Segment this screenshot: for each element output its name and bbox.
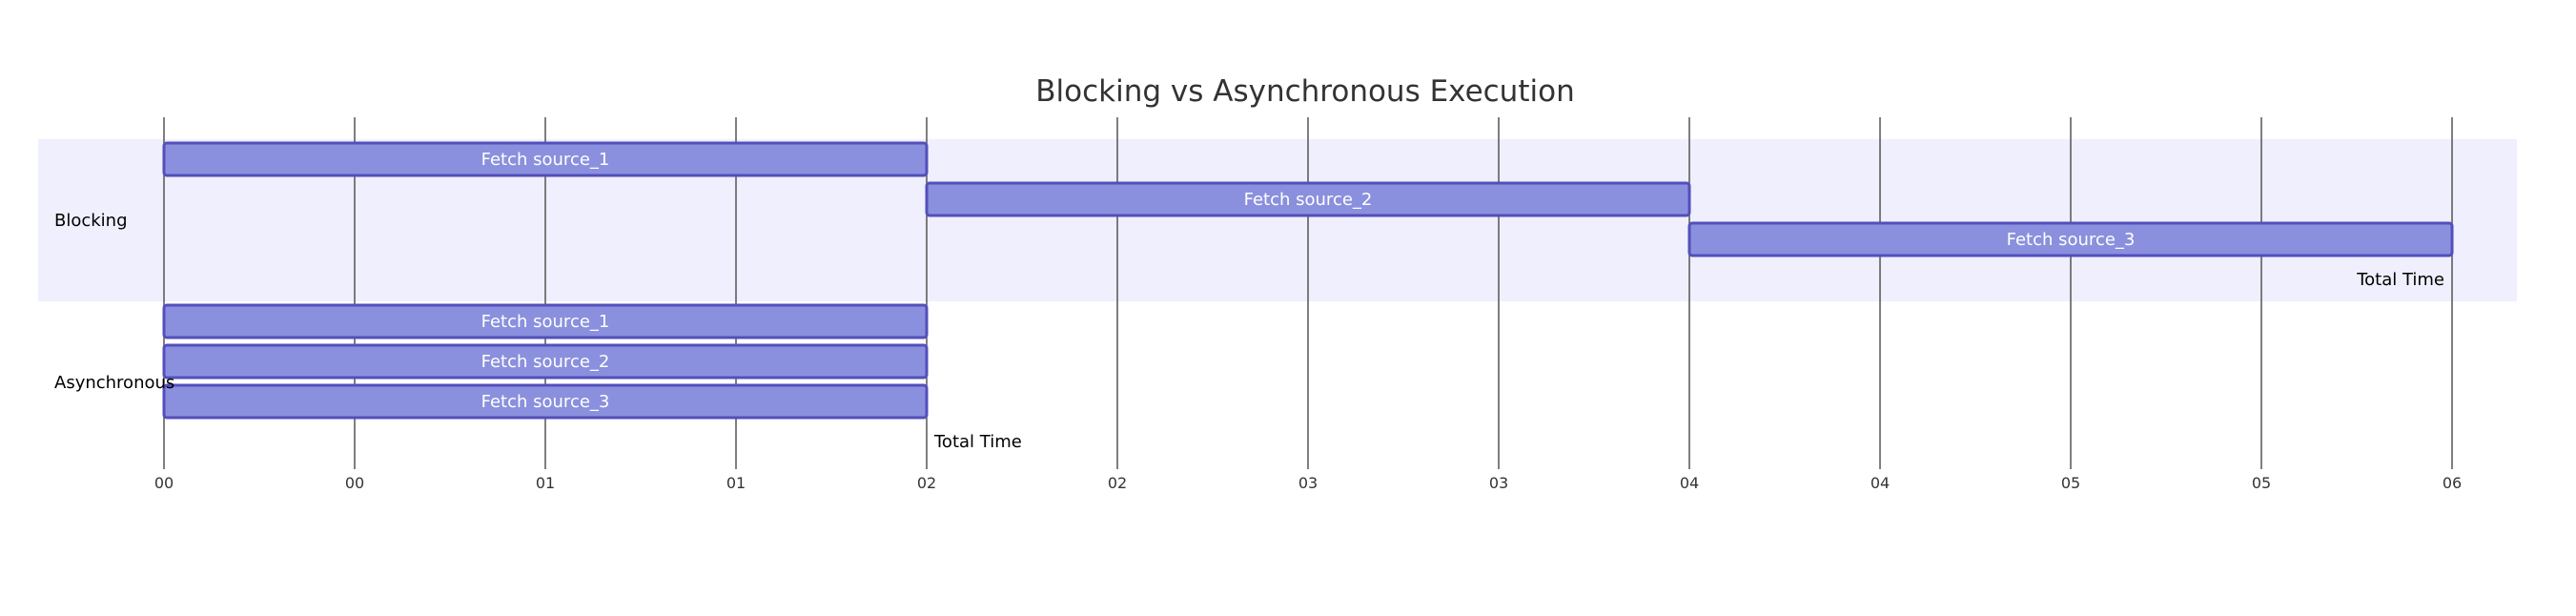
x-tick-label: 05 [2061, 474, 2080, 492]
task-label: Fetch source_3 [481, 392, 610, 412]
grid-lines [163, 117, 2453, 469]
x-tick-label: 06 [2443, 474, 2462, 492]
x-tick-label: 04 [1871, 474, 1890, 492]
x-tick-label: 05 [2252, 474, 2271, 492]
task-label: Fetch source_2 [1244, 190, 1373, 210]
x-tick-label: 03 [1489, 474, 1508, 492]
task-label: Fetch source_2 [481, 352, 610, 372]
x-tick-label: 03 [1298, 474, 1318, 492]
x-tick-label: 04 [1680, 474, 1699, 492]
task-label: Fetch source_1 [481, 312, 610, 332]
x-tick-label: 00 [154, 474, 174, 492]
task-bars: Fetch source_1 Fetch source_2 Fetch source… [162, 141, 2454, 452]
task-bar [925, 181, 1691, 217]
section-labels: Blocking Asynchronous [54, 211, 174, 393]
task-label: Fetch source_1 [481, 150, 610, 170]
task-bar [162, 383, 929, 420]
x-tick-label: 02 [917, 474, 936, 492]
x-tick-label: 01 [726, 474, 746, 492]
x-tick-label: 02 [1108, 474, 1127, 492]
task-label: Fetch source_3 [2007, 230, 2136, 250]
x-tick-label: 00 [345, 474, 364, 492]
x-tick-label: 01 [536, 474, 555, 492]
task-bar [162, 303, 929, 339]
task-bar [162, 141, 929, 177]
chart-title: Blocking vs Asynchronous Execution [1035, 74, 1574, 109]
x-axis-ticks: 00 00 01 01 02 02 03 03 04 04 05 05 06 [154, 474, 2462, 492]
milestone-label: Total Time [2356, 270, 2444, 290]
task-bar [162, 343, 929, 380]
milestone-label: Total Time [933, 432, 1022, 452]
section-label: Blocking [54, 211, 128, 231]
section-label: Asynchronous [54, 373, 174, 393]
task-bar [1687, 221, 2454, 257]
